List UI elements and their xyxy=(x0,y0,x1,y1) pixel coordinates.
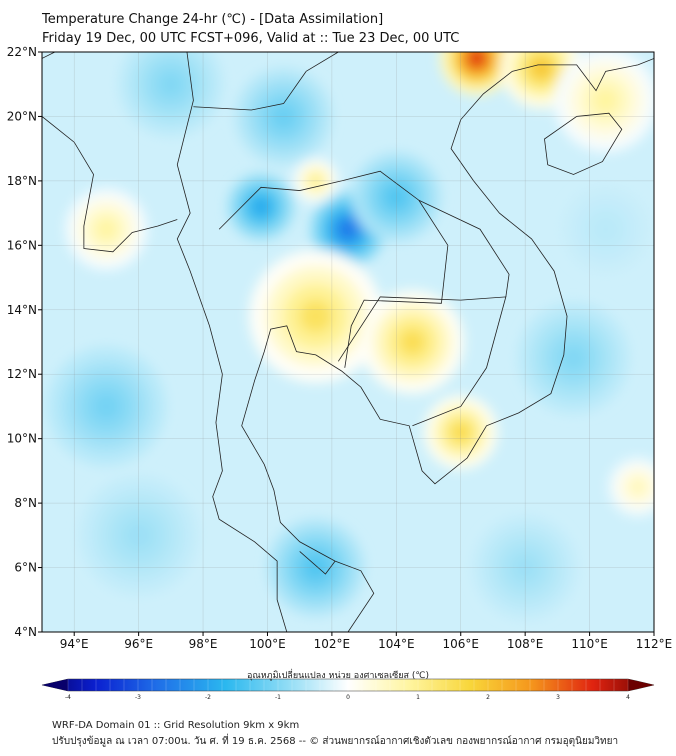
map-figure: 94°E 96°E 98°E 100°E 102°E 104°E 106°E 108°E 110… xyxy=(7,45,673,700)
field-blob-16-level-3 xyxy=(630,479,646,495)
colorbar-title: อุณหภูมิเปลี่ยนแปลง หน่วย องศาเซลเซียส (… xyxy=(246,671,430,681)
colorbar-tick-label-8: 4 xyxy=(626,694,630,700)
y-tick-label-2: 18°N xyxy=(7,174,37,188)
credit-line: ปรับปรุงข้อมูล ณ เวลา 07:00น. วัน ศ. ที่… xyxy=(52,736,619,747)
y-tick-label-1: 20°N xyxy=(7,109,37,123)
colorbar-tick-label-3: -1 xyxy=(275,694,281,700)
colorbar-min-extend xyxy=(42,679,68,691)
field-blob-4-level-3 xyxy=(252,198,270,216)
graticule xyxy=(42,52,654,632)
x-tick-label-3: 100°E xyxy=(249,637,286,651)
y-tick-label-3: 16°N xyxy=(7,238,37,252)
colorbar-tick-label-6: 2 xyxy=(486,694,490,700)
coastline-2 xyxy=(42,116,178,253)
field-blob-8-level-3 xyxy=(399,329,426,355)
y-tick-label-4: 14°N xyxy=(7,303,37,317)
x-tick-label-5: 104°E xyxy=(378,637,415,651)
x-tick-label-2: 98°E xyxy=(189,637,218,651)
colorbar-tick-label-1: -3 xyxy=(135,694,141,700)
map-frame xyxy=(41,51,655,633)
field-blob-15-level-3 xyxy=(559,344,588,373)
field-blob-11-level-3 xyxy=(157,71,184,98)
border-2 xyxy=(338,296,507,427)
colorbar-tick-label-2: -2 xyxy=(205,694,211,700)
coastline-0 xyxy=(176,52,288,632)
colorbar-max-extend xyxy=(628,679,654,691)
colorbar-tick-label-5: 1 xyxy=(416,694,420,700)
latitude-ticks: 22°N 20°N 18°N 16°N 14°N 12°N 10°N 8°N 6°N 4°N xyxy=(7,45,42,639)
y-tick-label-8: 6°N xyxy=(14,561,37,575)
field-blob-0-level-3 xyxy=(467,52,487,68)
field-blob-7-level-3 xyxy=(299,299,333,333)
field-blob-19-level-3 xyxy=(594,218,617,241)
y-tick-label-0: 22°N xyxy=(7,45,37,59)
colorbar-tick-label-0: -4 xyxy=(65,694,71,700)
field-blob-1-level-3 xyxy=(531,57,552,79)
field-blob-10-level-3 xyxy=(96,219,117,240)
coastline-3 xyxy=(544,112,623,175)
y-tick-label-5: 12°N xyxy=(7,367,37,381)
border-4 xyxy=(418,199,510,297)
x-tick-label-6: 106°E xyxy=(442,637,479,651)
y-tick-label-6: 10°N xyxy=(7,432,37,446)
field-blob-13-level-3 xyxy=(91,391,122,422)
y-tick-label-7: 8°N xyxy=(14,496,37,510)
x-tick-label-8: 110°E xyxy=(571,637,608,651)
model-info: WRF-DA Domain 01 :: Grid Resolution 9km … xyxy=(52,720,300,731)
y-tick-label-9: 4°N xyxy=(14,625,37,639)
temperature-field xyxy=(42,52,654,632)
coastline-4 xyxy=(42,52,56,59)
x-tick-label-1: 96°E xyxy=(124,637,153,651)
colorbar-tick-label-4: 0 xyxy=(346,694,350,700)
field-blob-2-level-3 xyxy=(592,87,619,114)
field-blob-3-level-3 xyxy=(338,219,358,239)
colorbar-tick-label-7: 3 xyxy=(556,694,560,700)
x-tick-label-7: 108°E xyxy=(507,637,544,651)
colorbar: -4 -3 -2 -1 0 1 2 3 4 xyxy=(41,678,655,700)
map-subtitle: Friday 19 Dec, 00 UTC FCST+096, Valid at… xyxy=(42,31,460,46)
x-tick-label-9: 112°E xyxy=(636,637,673,651)
map-title: Temperature Change 24-hr (℃) - [Data Ass… xyxy=(42,12,384,27)
temperature-map-svg: 94°E 96°E 98°E 100°E 102°E 104°E 106°E 108°E 110… xyxy=(7,45,673,700)
x-tick-label-4: 102°E xyxy=(314,637,351,651)
x-tick-label-0: 94°E xyxy=(60,637,89,651)
border-3 xyxy=(305,52,340,72)
longitude-ticks: 94°E 96°E 98°E 100°E 102°E 104°E 106°E 108°E 110… xyxy=(60,632,672,651)
